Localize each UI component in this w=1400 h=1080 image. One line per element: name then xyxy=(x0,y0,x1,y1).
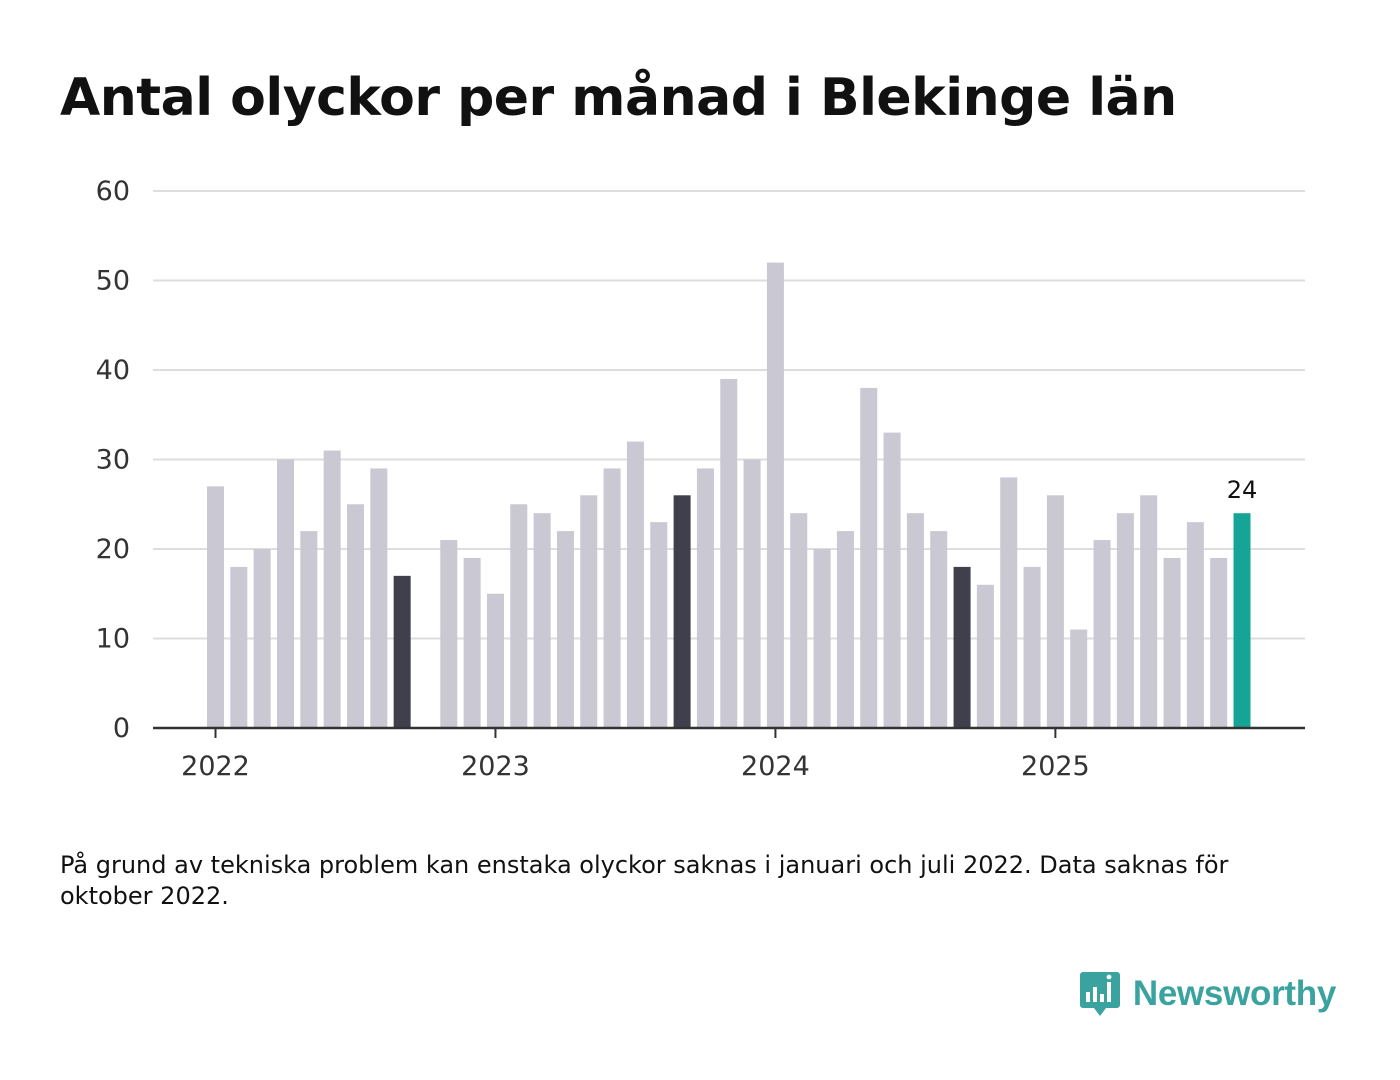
y-axis-ticks: 0 10 20 30 40 50 60 xyxy=(96,176,130,744)
bar-2023-03 xyxy=(533,513,551,728)
x-tick-label-2024: 2024 xyxy=(741,751,810,782)
data-label-latest: 24 xyxy=(1227,476,1258,504)
bar-2022-06 xyxy=(323,450,341,728)
bar-2024-06 xyxy=(883,432,901,728)
bar-2025-07 xyxy=(1186,522,1204,728)
bar-2023-06 xyxy=(603,468,621,728)
data-labels: 24 xyxy=(1227,476,1258,504)
bar-2023-12 xyxy=(743,459,761,728)
bar-2025-03 xyxy=(1093,540,1111,728)
bar-2022-08 xyxy=(370,468,388,728)
bar-2023-05 xyxy=(580,495,598,728)
bar-chart: 0 10 20 30 40 50 60 2022 2023 2024 2025 24 xyxy=(96,176,1305,782)
brand-logo[interactable]: Newsworthy xyxy=(1079,970,1336,1018)
bar-2024-09 xyxy=(953,566,971,728)
bar-2022-04 xyxy=(276,459,294,728)
x-tick-label-2023: 2023 xyxy=(461,751,530,782)
bar-2022-03 xyxy=(253,549,271,728)
bar-2022-02 xyxy=(230,566,248,728)
bar-2025-09 xyxy=(1233,513,1251,728)
bars xyxy=(207,262,1251,728)
bar-2025-04 xyxy=(1116,513,1134,728)
bar-2024-08 xyxy=(930,531,948,728)
bar-2024-10 xyxy=(976,584,994,728)
brand-name: Newsworthy xyxy=(1132,974,1336,1013)
bar-2022-05 xyxy=(300,531,318,728)
bar-2022-07 xyxy=(346,504,364,728)
bar-2024-04 xyxy=(836,531,854,728)
x-tick-label-2022: 2022 xyxy=(181,751,250,782)
y-tick-label-60: 60 xyxy=(96,176,130,207)
x-tick-label-2025: 2025 xyxy=(1021,751,1090,782)
bar-2024-12 xyxy=(1023,566,1041,728)
footnote: På grund av tekniska problem kan enstaka… xyxy=(60,851,1229,910)
bar-2025-02 xyxy=(1070,629,1088,728)
chart-title: Antal olyckor per månad i Blekinge län xyxy=(60,68,1177,128)
y-tick-label-10: 10 xyxy=(96,624,130,655)
bar-2025-05 xyxy=(1140,495,1158,728)
bar-2023-09 xyxy=(673,495,691,728)
bar-2023-08 xyxy=(650,522,668,728)
newsworthy-logo-icon xyxy=(1079,972,1120,1016)
bar-2022-11 xyxy=(440,540,458,728)
bar-2024-05 xyxy=(860,387,878,728)
bar-2023-11 xyxy=(720,378,738,728)
y-tick-label-50: 50 xyxy=(96,266,130,297)
bar-2025-08 xyxy=(1210,557,1228,728)
bar-2023-02 xyxy=(510,504,528,728)
y-tick-label-30: 30 xyxy=(96,445,130,476)
y-tick-label-0: 0 xyxy=(113,713,130,744)
bar-2023-01 xyxy=(486,593,504,728)
bar-2024-03 xyxy=(813,549,831,728)
bar-2025-01 xyxy=(1046,495,1064,728)
bar-2023-10 xyxy=(696,468,714,728)
bar-2023-07 xyxy=(626,441,644,728)
bar-2024-11 xyxy=(1000,477,1018,728)
x-axis-ticks: 2022 2023 2024 2025 xyxy=(181,728,1090,782)
bar-2024-01 xyxy=(766,262,784,728)
bar-2023-04 xyxy=(556,531,574,728)
bar-2022-01 xyxy=(207,486,224,728)
bar-2024-07 xyxy=(906,513,924,728)
bar-2024-02 xyxy=(790,513,808,728)
bar-2022-12 xyxy=(463,557,481,728)
y-tick-label-40: 40 xyxy=(96,355,130,386)
y-tick-label-20: 20 xyxy=(96,534,130,565)
bar-2022-09 xyxy=(393,575,411,728)
bar-2025-06 xyxy=(1163,557,1181,728)
